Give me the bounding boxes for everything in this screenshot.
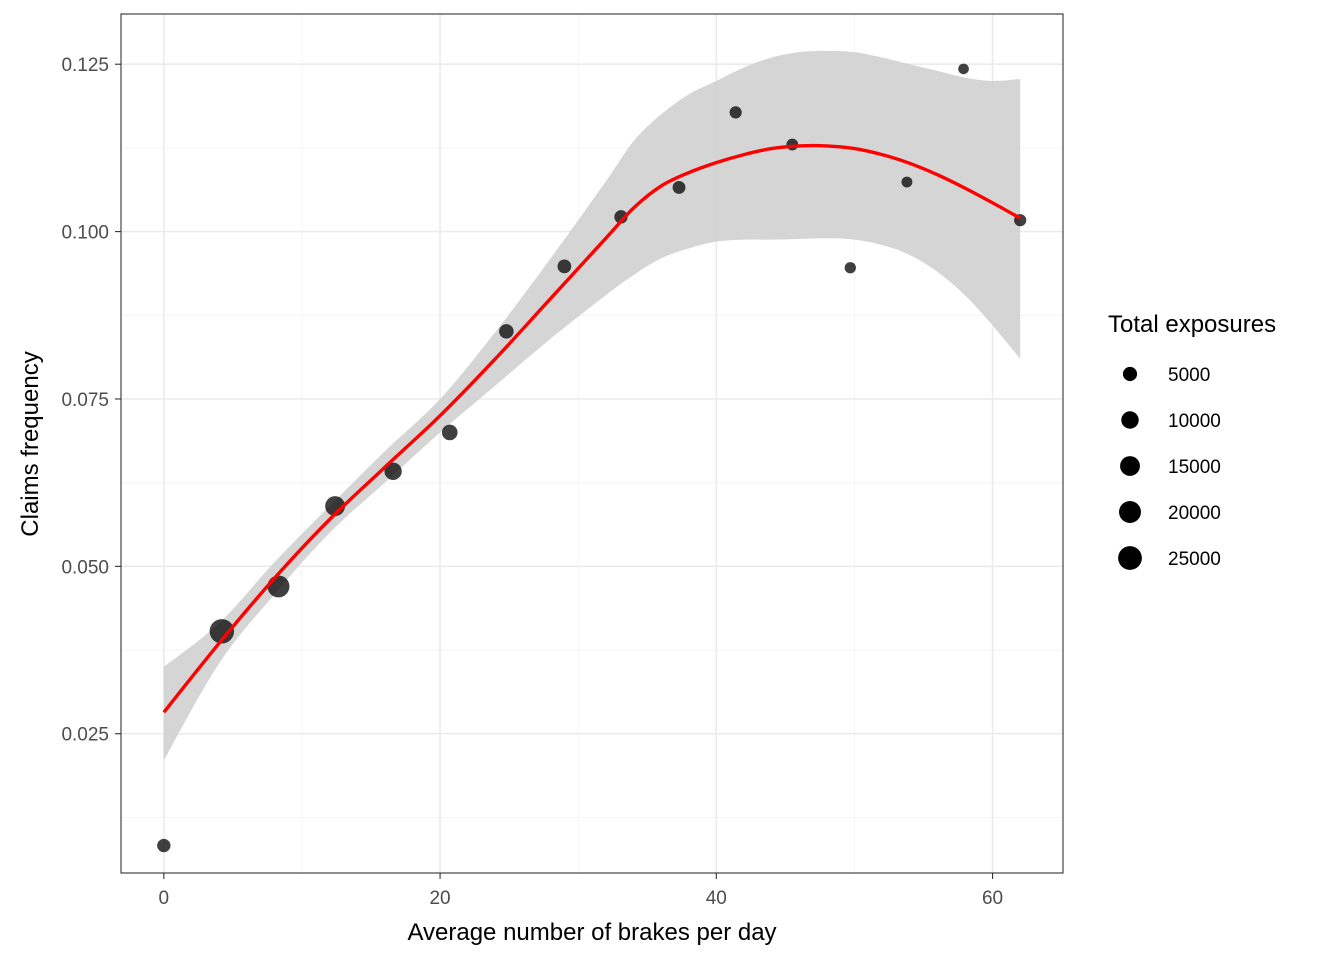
- y-tick-label: 0.025: [61, 725, 109, 746]
- legend-entry-label: 5000: [1168, 365, 1210, 386]
- data-point: [209, 619, 235, 644]
- y-axis: 0.025 0.050 0.075 0.100 0.125: [61, 55, 121, 746]
- y-tick-label: 0.075: [61, 390, 109, 411]
- data-point: [844, 262, 856, 274]
- x-tick-label: 20: [429, 888, 450, 909]
- data-point: [729, 106, 742, 119]
- y-tick-label: 0.100: [61, 223, 109, 244]
- data-points-layer: [157, 63, 1027, 853]
- data-point: [901, 176, 913, 188]
- x-tick-label: 0: [159, 888, 170, 909]
- legend-title: Total exposures: [1108, 311, 1276, 338]
- legend-key-circle: [1120, 456, 1140, 476]
- legend-key-circle: [1122, 366, 1138, 382]
- legend-key-circle: [1118, 546, 1142, 570]
- data-point: [441, 424, 458, 441]
- data-point: [267, 575, 290, 598]
- smooth-trend-line: [162, 143, 1022, 714]
- y-axis-title: Claims frequency: [17, 351, 44, 536]
- smooth-line-layer: [162, 143, 1022, 714]
- data-point: [157, 838, 171, 853]
- data-point: [672, 180, 686, 194]
- data-point: [499, 324, 514, 339]
- legend-entry-label: 10000: [1168, 411, 1221, 432]
- y-tick-label: 0.050: [61, 557, 109, 578]
- x-axis-title: Average number of brakes per day: [407, 919, 776, 946]
- x-tick-label: 60: [982, 888, 1003, 909]
- legend-entry-label: 20000: [1168, 503, 1221, 524]
- legend-entry-label: 15000: [1168, 457, 1221, 478]
- data-point: [557, 259, 572, 274]
- confidence-ribbon: [163, 50, 1021, 761]
- legend-entry-label: 25000: [1168, 549, 1221, 570]
- x-axis: 0 20 40 60: [159, 873, 1003, 909]
- legend-entries: 5000 10000 15000 20000 25000: [1118, 365, 1221, 570]
- y-tick-label: 0.125: [61, 55, 109, 76]
- legend-key-circle: [1121, 411, 1139, 429]
- legend-key-circle: [1119, 501, 1141, 523]
- data-point: [384, 462, 402, 480]
- x-tick-label: 40: [706, 888, 727, 909]
- panel-border: [120, 13, 1064, 874]
- data-point: [614, 210, 628, 224]
- data-point: [958, 63, 969, 75]
- confidence-ribbon-layer: [163, 50, 1021, 761]
- size-legend: Total exposures 5000 10000 15000 20000 25000: [1108, 311, 1276, 570]
